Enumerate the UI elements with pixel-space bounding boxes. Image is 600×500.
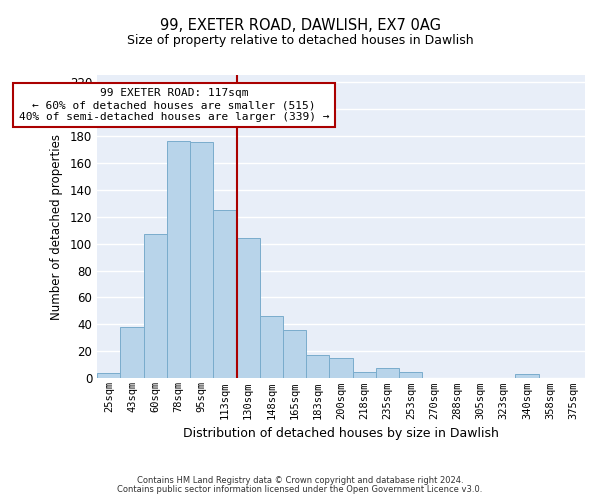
Bar xyxy=(376,368,399,378)
Bar xyxy=(306,356,329,378)
Text: 99 EXETER ROAD: 117sqm
← 60% of detached houses are smaller (515)
40% of semi-de: 99 EXETER ROAD: 117sqm ← 60% of detached… xyxy=(19,88,329,122)
Bar xyxy=(97,373,121,378)
Bar xyxy=(399,372,422,378)
X-axis label: Distribution of detached houses by size in Dawlish: Distribution of detached houses by size … xyxy=(183,427,499,440)
Bar xyxy=(353,372,376,378)
Text: Contains public sector information licensed under the Open Government Licence v3: Contains public sector information licen… xyxy=(118,485,482,494)
Bar xyxy=(329,358,353,378)
Bar xyxy=(190,142,214,378)
Bar xyxy=(167,141,190,378)
Bar xyxy=(121,327,143,378)
Bar xyxy=(236,238,260,378)
Text: Size of property relative to detached houses in Dawlish: Size of property relative to detached ho… xyxy=(127,34,473,47)
Y-axis label: Number of detached properties: Number of detached properties xyxy=(50,134,63,320)
Bar xyxy=(260,316,283,378)
Bar xyxy=(283,330,306,378)
Bar xyxy=(214,210,236,378)
Text: 99, EXETER ROAD, DAWLISH, EX7 0AG: 99, EXETER ROAD, DAWLISH, EX7 0AG xyxy=(160,18,440,32)
Bar xyxy=(143,234,167,378)
Text: Contains HM Land Registry data © Crown copyright and database right 2024.: Contains HM Land Registry data © Crown c… xyxy=(137,476,463,485)
Bar xyxy=(515,374,539,378)
